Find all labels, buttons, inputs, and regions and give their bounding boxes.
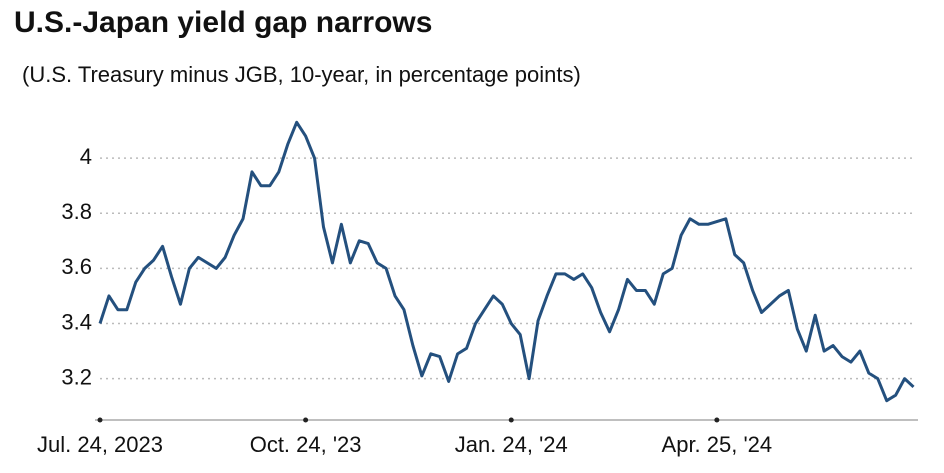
x-tick-label: Jan. 24, '24: [455, 432, 568, 457]
x-tick-label: Oct. 24, '23: [250, 432, 362, 457]
x-tick-label: Jul. 24, 2023: [37, 432, 163, 457]
x-tick: [508, 417, 514, 423]
x-tick: [303, 417, 309, 423]
x-tick: [97, 417, 103, 423]
y-tick-label: 3.4: [61, 309, 92, 334]
y-tick-label: 3.6: [61, 254, 92, 279]
x-tick: [714, 417, 720, 423]
y-tick-label: 4: [80, 144, 92, 169]
chart-title: U.S.-Japan yield gap narrows: [14, 6, 432, 39]
x-tick-label: Apr. 25, '24: [662, 432, 773, 457]
chart-subtitle: (U.S. Treasury minus JGB, 10-year, in pe…: [22, 62, 581, 87]
data-line: [98, 120, 915, 403]
y-tick-label: 3.2: [61, 364, 92, 389]
y-tick-label: 3.8: [61, 199, 92, 224]
